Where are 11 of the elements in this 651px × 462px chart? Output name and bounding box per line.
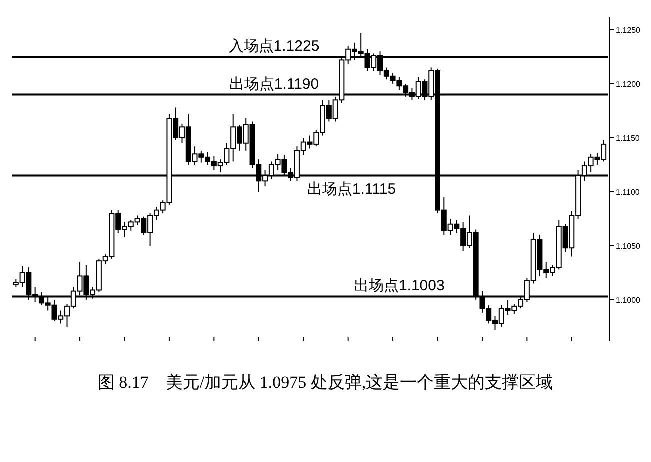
y-tick-label: 1.1200 — [616, 80, 642, 89]
y-tick-label: 1.1150 — [616, 134, 640, 143]
y-tick-label: 1.1250 — [616, 26, 642, 35]
ref-line-label: 入场点1.1225 — [228, 38, 320, 55]
y-tick-label: 1.1100 — [616, 188, 640, 197]
ref-line-label: 出场点1.1190 — [229, 76, 320, 93]
y-tick-label: 1.1000 — [616, 296, 642, 305]
ref-line-label: 出场点1.1003 — [354, 278, 445, 295]
ref-line-label: 出场点1.1115 — [307, 180, 396, 198]
text: 图 8.17 美元/加元从 1.0975 处反弹,这是一个重大的支撑区域 — [98, 373, 554, 392]
y-tick-label: 1.1050 — [616, 242, 642, 251]
